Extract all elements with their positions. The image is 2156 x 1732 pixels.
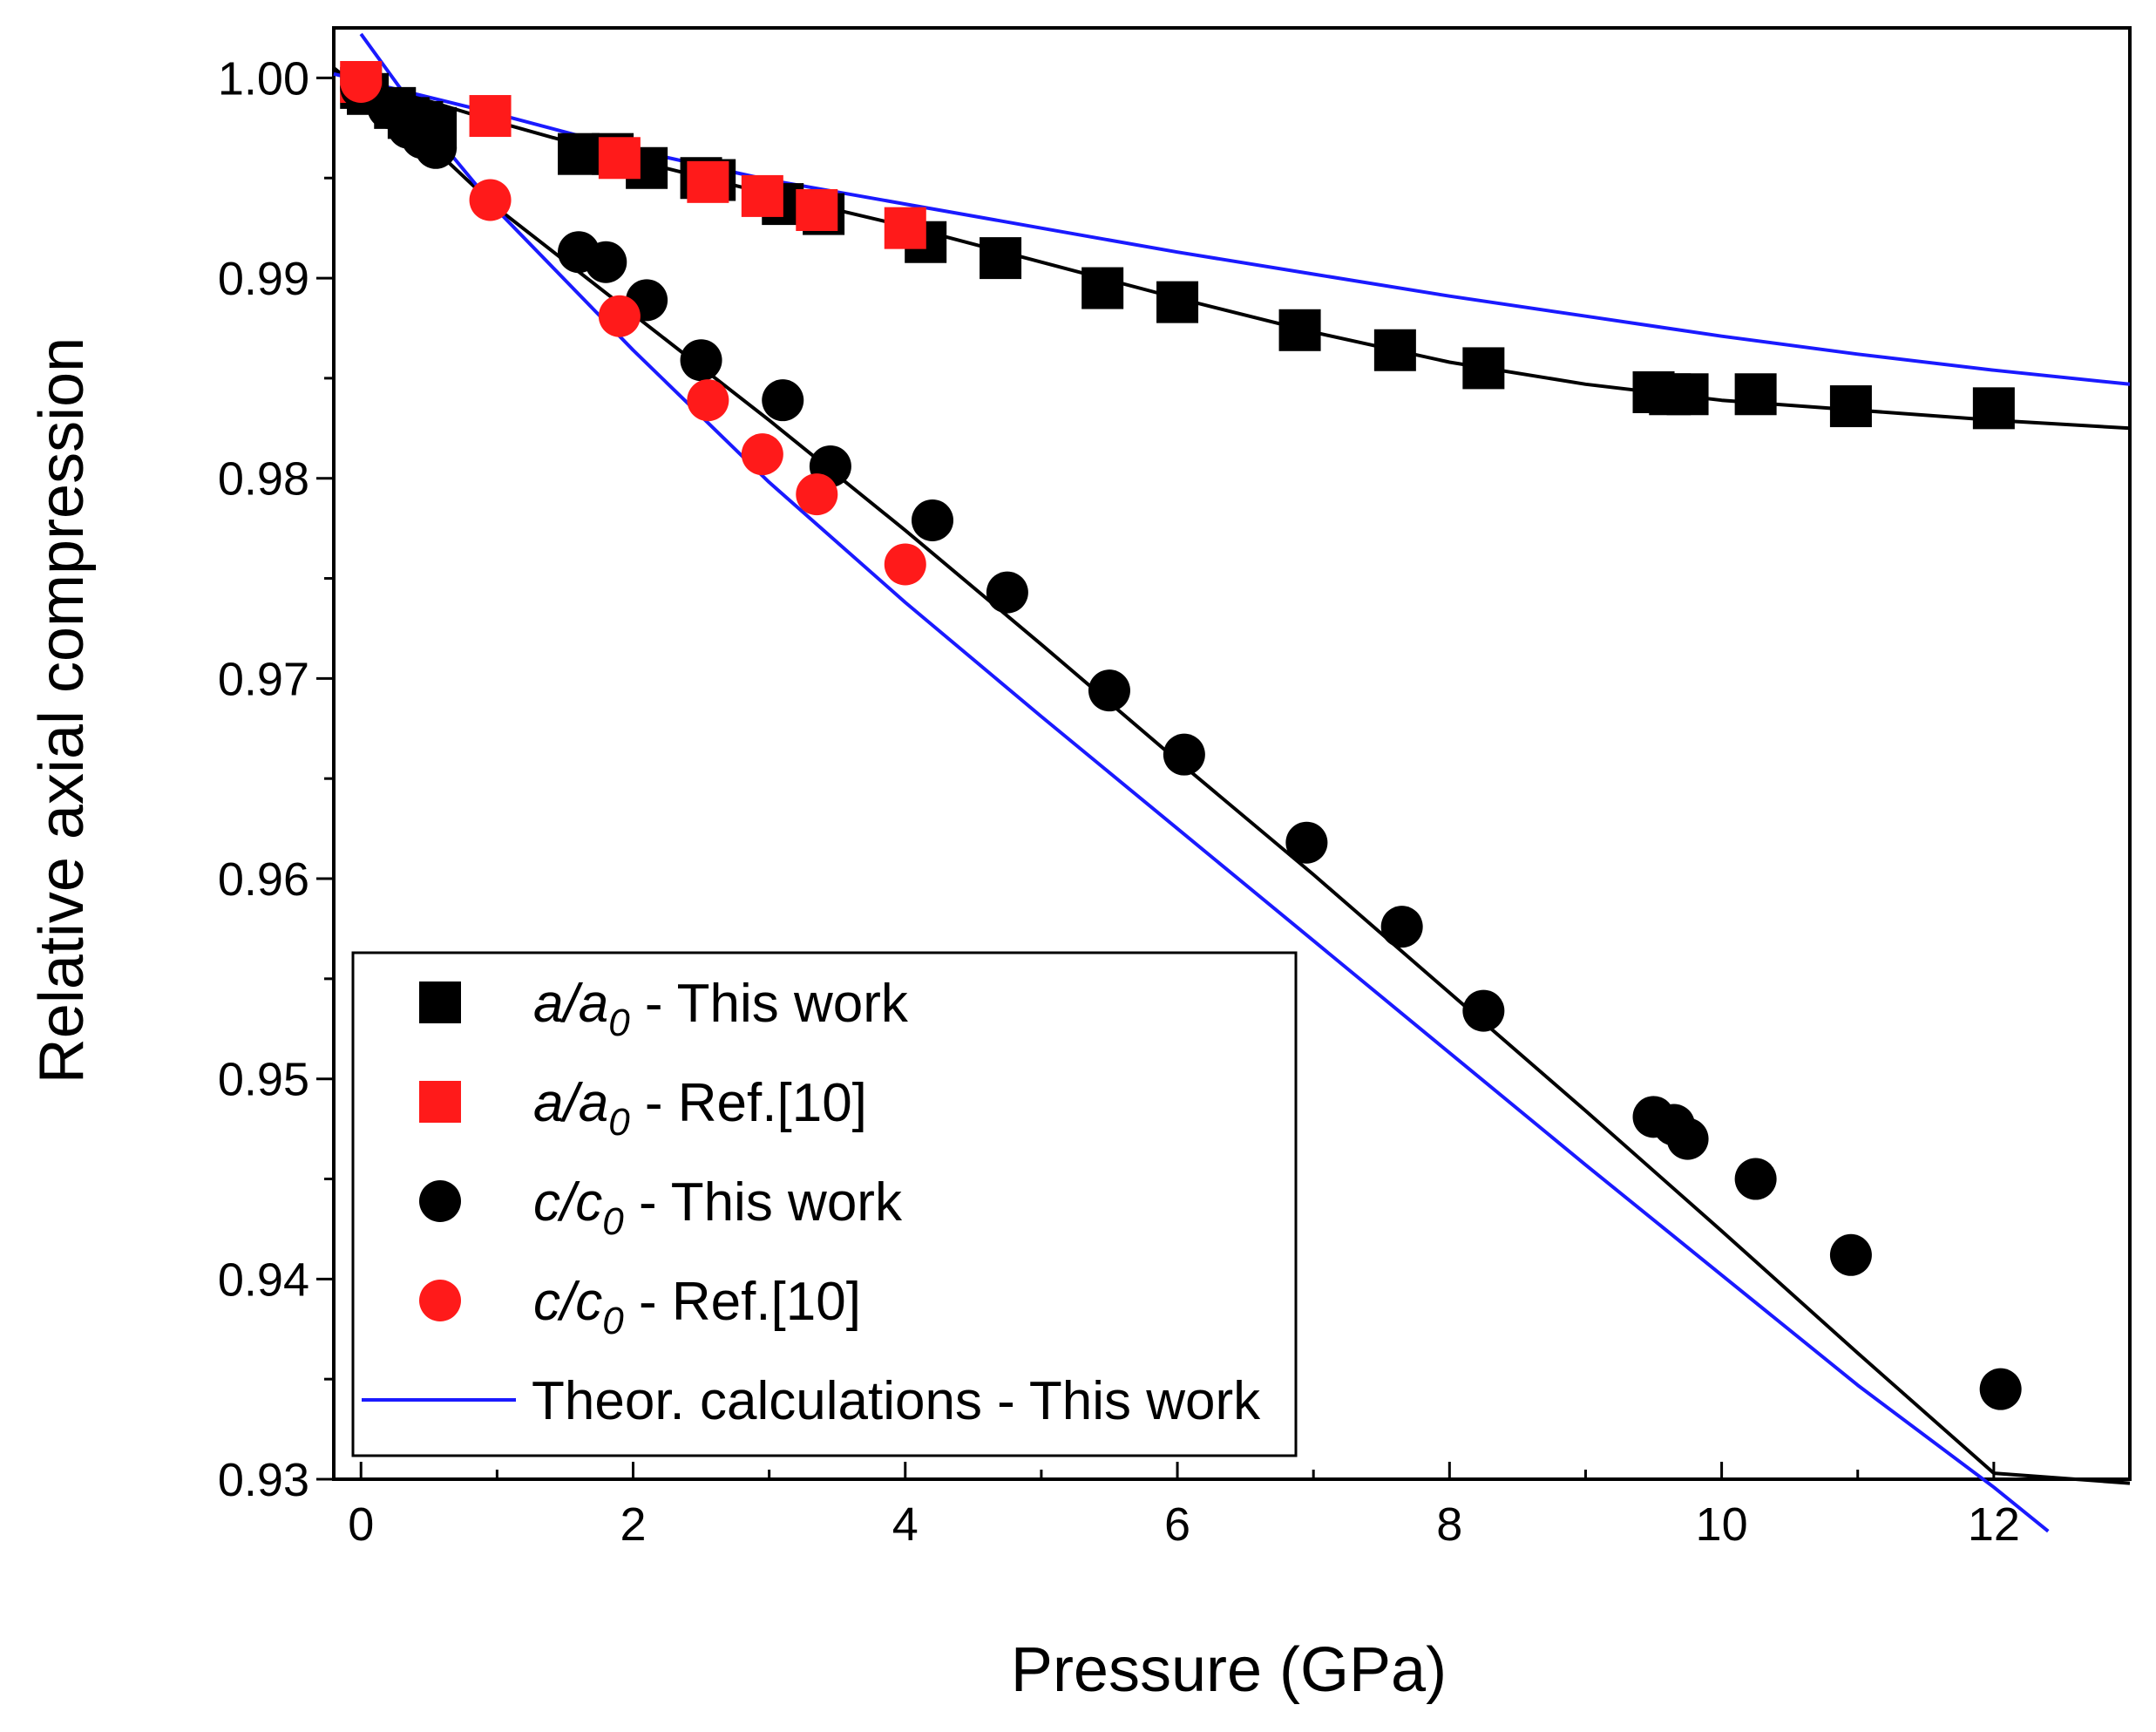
y-tick-label: 0.97 — [218, 653, 309, 705]
legend-label: c/c0 - Ref.[10] — [533, 1272, 861, 1342]
circle-marker — [1829, 1233, 1872, 1276]
plot-frame — [332, 26, 2132, 1481]
x-tick-label: 0 — [348, 1498, 374, 1551]
y-tick-label: 0.96 — [218, 853, 309, 906]
square-marker — [1734, 373, 1777, 416]
x-tick-label: 2 — [620, 1498, 646, 1551]
square-marker — [1829, 385, 1872, 428]
x-tick-label: 8 — [1436, 1498, 1462, 1551]
legend: a/a0 - This work a/a0 - Ref.[10] c/c0 - Th… — [351, 951, 1298, 1457]
square-marker — [1278, 309, 1321, 351]
y-tick-label: 0.98 — [218, 453, 309, 506]
legend-circle-marker — [419, 1180, 461, 1222]
square-marker — [1373, 329, 1416, 371]
circle-marker — [598, 295, 641, 337]
legend-circle-marker — [419, 1280, 461, 1321]
circle-marker — [1163, 733, 1205, 776]
x-axis-ticks: 0 2 4 6 8 10 12 — [348, 1462, 2020, 1551]
x-axis-title: Pressure (GPa) — [1011, 1635, 1447, 1705]
x-tick-label: 6 — [1164, 1498, 1190, 1551]
square-marker — [980, 237, 1022, 280]
square-marker — [796, 188, 838, 231]
y-tick-label: 0.93 — [218, 1454, 309, 1506]
series-line — [333, 71, 2131, 386]
y-tick-label: 1.00 — [218, 52, 309, 105]
circle-marker — [1979, 1368, 2022, 1410]
circle-marker — [585, 241, 627, 283]
square-marker — [1081, 267, 1124, 309]
circle-marker — [680, 339, 722, 382]
square-marker — [687, 160, 729, 203]
y-axis-title: Relative axial compression — [27, 337, 97, 1083]
square-marker — [1666, 373, 1709, 416]
circle-marker — [1462, 989, 1505, 1032]
circle-marker — [469, 179, 512, 221]
square-marker — [1462, 347, 1505, 390]
circle-marker — [1285, 821, 1328, 864]
x-tick-label: 4 — [892, 1498, 919, 1551]
circle-marker — [741, 433, 783, 476]
y-tick-label: 0.94 — [218, 1253, 309, 1306]
square-marker — [598, 137, 641, 180]
x-tick-label: 12 — [1968, 1498, 2020, 1551]
circle-marker — [986, 571, 1028, 614]
y-tick-label: 0.99 — [218, 253, 309, 305]
legend-label: Theor. calculations - This work — [532, 1371, 1261, 1431]
legend-label: a/a0 - This work — [533, 974, 909, 1044]
circle-marker — [1380, 906, 1423, 948]
circle-marker — [1088, 669, 1130, 712]
legend-box — [351, 951, 1298, 1457]
circle-marker — [796, 473, 838, 516]
y-tick-label: 0.95 — [218, 1054, 309, 1106]
circle-marker — [1666, 1117, 1709, 1160]
y-axis-ticks: 0.93 0.94 0.95 0.96 0.97 0.98 0.99 1.00 — [218, 52, 334, 1506]
legend-square-marker — [419, 1081, 461, 1123]
data-markers — [340, 61, 2022, 1410]
circle-marker — [884, 543, 926, 586]
square-marker — [1972, 387, 2015, 430]
circle-marker — [1734, 1158, 1777, 1200]
legend-label: c/c0 - This work — [533, 1172, 903, 1243]
circle-marker — [340, 61, 383, 104]
square-marker — [1156, 281, 1199, 323]
series-line — [359, 32, 2050, 1533]
legend-label: a/a0 - Ref.[10] — [533, 1073, 867, 1144]
circle-marker — [687, 379, 729, 422]
square-marker — [884, 207, 926, 249]
x-tick-label: 10 — [1696, 1498, 1748, 1551]
square-marker — [469, 95, 512, 138]
legend-square-marker — [419, 981, 461, 1023]
square-marker — [741, 174, 783, 217]
circle-marker — [762, 379, 804, 422]
circle-marker — [912, 499, 953, 541]
circle-marker — [415, 126, 458, 169]
